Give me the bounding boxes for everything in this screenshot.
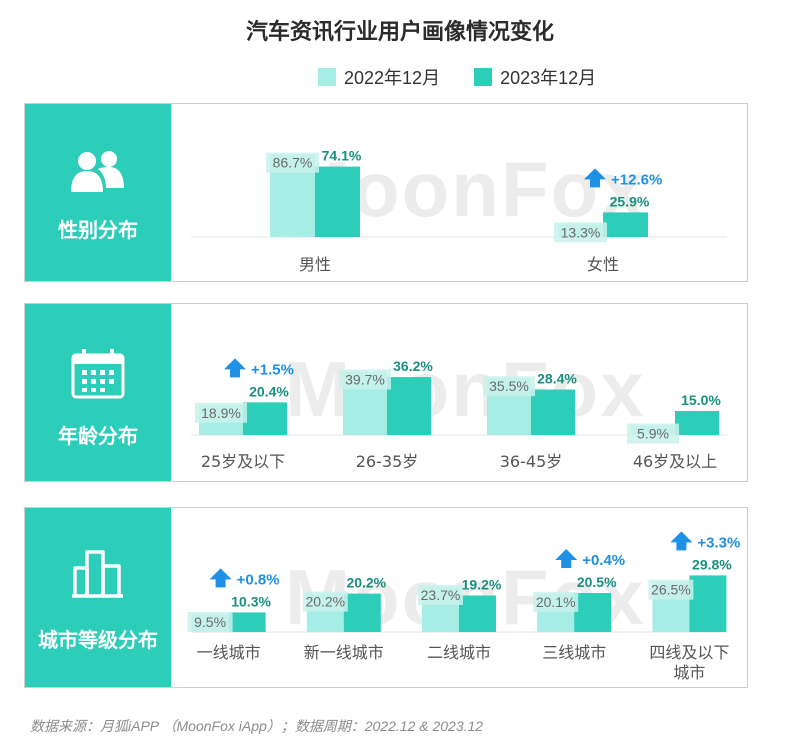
- footer-source: 数据来源：月狐iAPP （MoonFox iApp）；数据周期：2022.12 …: [30, 718, 484, 734]
- change-label: +3.3%: [697, 534, 740, 551]
- panel-age: MoonFox 年龄分布 18.9% 20.4% +1.5% 25岁及以下 39.7% 3…: [24, 303, 748, 482]
- legend-item-2023: 2023年12月: [474, 64, 596, 90]
- legend-swatch-2023: [474, 68, 493, 86]
- panel-sidebar: [25, 304, 171, 481]
- bar-2023: [343, 593, 381, 632]
- panel-city: MoonFox 城市等级分布 9.5%10.3%+0.8%一线城市20.2%20…: [24, 507, 748, 688]
- category-label: 四线及以下: [649, 643, 729, 662]
- category-label: 二线城市: [427, 643, 491, 662]
- up-arrow-icon: [209, 568, 232, 588]
- legend-label-2023: 2023年12月: [500, 68, 597, 88]
- panel-label-city: 城市等级分布: [38, 630, 158, 652]
- value-label-2022: 39.7%: [345, 371, 385, 387]
- value-label-2023: 28.4%: [537, 371, 577, 387]
- value-label-2022: 86.7%: [273, 155, 313, 171]
- value-label-2023: 20.5%: [577, 574, 617, 590]
- value-label-bg-2022: [483, 376, 535, 397]
- legend-swatch-2022: [318, 68, 336, 86]
- change-label: +1.5%: [251, 361, 294, 378]
- value-label-2023: 36.2%: [393, 358, 433, 374]
- up-arrow-icon: [670, 531, 693, 551]
- bar-2023: [315, 166, 360, 237]
- value-label-2022: 5.9%: [637, 426, 669, 442]
- category-label: 一线城市: [197, 643, 261, 662]
- value-label-bg-2022: [533, 591, 579, 612]
- panel-gender: MoonFox 性别分布 86.7% 74.1% 男性 13.3% 25.9% +12.6…: [24, 103, 748, 282]
- category-label: 36-45岁: [500, 452, 563, 471]
- up-arrow-icon: [584, 168, 606, 188]
- bar-2023: [387, 377, 431, 435]
- bar-2023: [603, 212, 648, 237]
- value-label-2023: 25.9%: [610, 193, 650, 209]
- value-label-2022: 13.3%: [561, 224, 601, 240]
- category-label: 女性: [587, 255, 619, 274]
- panel-label-age: 年龄分布: [58, 426, 138, 448]
- panel-sidebar: [25, 104, 171, 281]
- bar-2023: [228, 612, 266, 632]
- category-label: 25岁及以下: [201, 452, 285, 471]
- value-label-2023: 20.4%: [249, 383, 289, 399]
- category-label: 男性: [299, 255, 331, 274]
- bar-2023: [243, 402, 287, 435]
- category-label: 46岁及以上: [633, 452, 717, 471]
- up-arrow-icon: [224, 358, 246, 378]
- value-label-2022: 23.7%: [421, 587, 461, 603]
- chart-city: 9.5% 10.3% +0.8% 一线城市 20.2%20.2% 新一线城市 23.7%19…: [187, 531, 740, 682]
- value-label-bg-2022: [266, 152, 319, 173]
- value-label-2022: 26.5%: [651, 582, 691, 598]
- change-label: +0.8%: [237, 571, 280, 588]
- legend: 2022年12月 2023年12月: [318, 64, 596, 90]
- value-label-bg-2022: [187, 611, 233, 632]
- value-label-bg-2022: [195, 402, 247, 423]
- value-label-2023: 20.2%: [346, 575, 386, 591]
- value-label-bg-2022: [339, 369, 391, 390]
- category-label: 新一线城市: [304, 643, 384, 662]
- category-label: 城市: [673, 663, 705, 682]
- value-label-2023: 29.8%: [692, 556, 732, 572]
- calendar-icon: [71, 349, 125, 399]
- legend-label-2022: 2022年12月: [344, 68, 441, 88]
- bar-2023: [689, 575, 727, 632]
- value-label-bg-2022: [627, 423, 679, 444]
- value-label-2022: 18.9%: [201, 405, 241, 421]
- category-label: 三线城市: [542, 643, 606, 662]
- value-label-bg-2022: [302, 591, 348, 612]
- category-label: 26-35岁: [356, 452, 419, 471]
- value-label-2023: 19.2%: [462, 577, 502, 593]
- change-label: +0.4%: [582, 552, 625, 569]
- value-label-2023: 15.0%: [681, 392, 721, 408]
- value-label-bg-2022: [554, 222, 607, 243]
- chart-gender: 86.7% 74.1% 男性 13.3% 25.9% +12.6% 女性: [191, 148, 727, 274]
- bar-2023: [675, 411, 719, 435]
- value-label-2023: 74.1%: [322, 148, 362, 164]
- panel-label-gender: 性别分布: [58, 220, 138, 242]
- value-label-2022: 9.5%: [194, 614, 226, 630]
- value-label-bg-2022: [648, 579, 694, 600]
- bar-2023: [459, 595, 496, 632]
- value-label-2022: 20.1%: [536, 594, 576, 610]
- chart-age: 18.9% 20.4% +1.5% 25岁及以下 39.7% 36.2% 26-35岁 35.…: [191, 358, 727, 471]
- value-label-2023: 10.3%: [231, 593, 271, 609]
- change-label: +12.6%: [611, 171, 662, 188]
- value-label-2022: 20.2%: [305, 594, 345, 610]
- chart-title: 汽车资讯行业用户画像情况变化: [245, 19, 554, 44]
- value-label-2022: 35.5%: [489, 378, 529, 394]
- bar-2023: [574, 593, 612, 632]
- users-icon: [71, 151, 124, 192]
- value-label-bg-2022: [418, 584, 463, 605]
- legend-item-2022: 2022年12月: [318, 64, 440, 90]
- bar-2023: [531, 389, 575, 435]
- buildings-icon: [72, 550, 123, 598]
- up-arrow-icon: [555, 549, 578, 569]
